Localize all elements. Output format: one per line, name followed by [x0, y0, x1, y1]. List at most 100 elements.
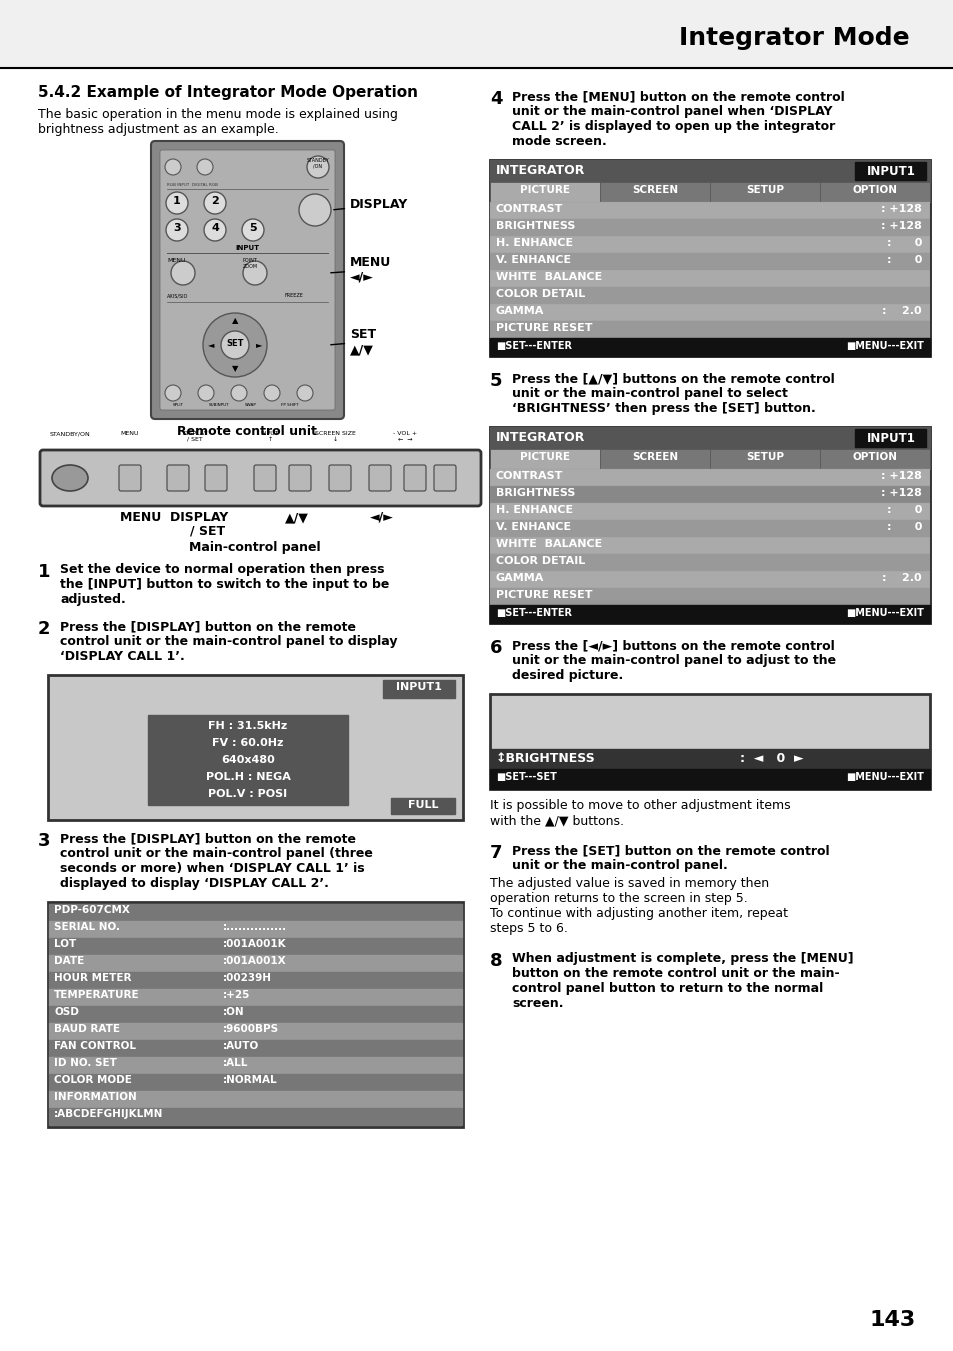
Text: PICTURE RESET: PICTURE RESET	[496, 323, 592, 332]
Circle shape	[165, 159, 181, 176]
Text: 143: 143	[869, 1310, 915, 1329]
Text: control unit or the main-control panel (three: control unit or the main-control panel (…	[60, 847, 373, 861]
Circle shape	[165, 385, 181, 401]
Text: :001A001K: :001A001K	[223, 939, 286, 948]
Text: ■SET---SET: ■SET---SET	[496, 771, 557, 782]
Text: AXIS/SIO: AXIS/SIO	[167, 293, 188, 299]
Bar	[490, 469, 929, 486]
Text: SET: SET	[226, 339, 244, 349]
FancyBboxPatch shape	[119, 465, 141, 490]
Text: POL.H : NEGA: POL.H : NEGA	[205, 771, 290, 782]
Text: SCREEN: SCREEN	[631, 453, 678, 462]
Text: ◄: ◄	[208, 340, 214, 349]
Text: ‘DISPLAY CALL 1’.: ‘DISPLAY CALL 1’.	[60, 650, 185, 663]
Bar	[490, 322, 929, 338]
Text: To continue with adjusting another item, repeat: To continue with adjusting another item,…	[490, 907, 787, 920]
Bar	[48, 676, 462, 820]
Text: ▲: ▲	[232, 316, 238, 326]
Text: MENU
◄/►: MENU ◄/►	[331, 255, 391, 284]
Text: V. ENHANCE: V. ENHANCE	[496, 255, 571, 265]
Text: 3: 3	[38, 832, 51, 850]
Text: COLOR MODE: COLOR MODE	[54, 1075, 132, 1085]
Circle shape	[198, 385, 213, 401]
Text: PICTURE: PICTURE	[519, 185, 569, 195]
Bar	[490, 427, 929, 449]
Circle shape	[203, 313, 267, 377]
Bar	[49, 1108, 461, 1125]
Text: brightness adjustment as an example.: brightness adjustment as an example.	[38, 123, 278, 136]
Bar	[709, 182, 820, 203]
Text: seconds or more) when ‘DISPLAY CALL 1’ is: seconds or more) when ‘DISPLAY CALL 1’ i…	[60, 862, 364, 875]
Text: PICTURE: PICTURE	[519, 453, 569, 462]
Text: unit or the main-control panel to adjust to the: unit or the main-control panel to adjust…	[512, 654, 835, 667]
Bar	[490, 588, 929, 605]
Circle shape	[166, 219, 188, 240]
Text: :ON: :ON	[223, 1006, 244, 1017]
Circle shape	[171, 261, 194, 285]
Text: CALL 2’ is displayed to open up the integrator: CALL 2’ is displayed to open up the inte…	[512, 120, 835, 132]
Text: :  ◄   0  ►: : ◄ 0 ►	[740, 753, 802, 765]
Text: desired picture.: desired picture.	[512, 669, 622, 682]
Text: 6: 6	[490, 639, 502, 657]
Text: Press the [▲/▼] buttons on the remote control: Press the [▲/▼] buttons on the remote co…	[512, 372, 834, 385]
Text: control unit or the main-control panel to display: control unit or the main-control panel t…	[60, 635, 397, 648]
Bar	[490, 605, 929, 623]
Text: SCREEN SIZE
↓: SCREEN SIZE ↓	[314, 431, 355, 442]
Bar	[391, 798, 455, 815]
Text: BRIGHTNESS: BRIGHTNESS	[496, 222, 575, 231]
Bar	[490, 304, 929, 322]
Text: COLOR DETAIL: COLOR DETAIL	[496, 557, 584, 566]
Text: INFORMATION: INFORMATION	[54, 1092, 136, 1102]
Text: :    2.0: : 2.0	[882, 573, 921, 584]
Bar	[490, 286, 929, 304]
Bar	[854, 430, 925, 447]
Text: INPUT1: INPUT1	[865, 432, 915, 444]
Text: Press the [SET] button on the remote control: Press the [SET] button on the remote con…	[512, 844, 829, 857]
FancyBboxPatch shape	[289, 465, 311, 490]
Text: H. ENHANCE: H. ENHANCE	[496, 238, 573, 249]
Text: BRIGHTNESS: BRIGHTNESS	[496, 488, 575, 499]
Text: ▲/▼: ▲/▼	[285, 511, 309, 524]
Text: DISPLAY: DISPLAY	[334, 199, 408, 212]
Bar	[709, 449, 820, 469]
Bar	[490, 203, 929, 219]
Text: Press the [DISPLAY] button on the remote: Press the [DISPLAY] button on the remote	[60, 832, 355, 844]
Bar	[49, 1056, 461, 1074]
Text: ■SET---ENTER: ■SET---ENTER	[496, 340, 572, 351]
Text: 640x480: 640x480	[221, 755, 274, 765]
Text: : +128: : +128	[881, 204, 921, 213]
Circle shape	[231, 385, 247, 401]
Text: OSD: OSD	[54, 1006, 79, 1017]
Circle shape	[196, 159, 213, 176]
Text: adjusted.: adjusted.	[60, 593, 126, 607]
Bar	[490, 536, 929, 554]
Text: STANDBY
/ON: STANDBY /ON	[306, 158, 329, 169]
Text: CONTRAST: CONTRAST	[496, 471, 563, 481]
Bar	[490, 427, 929, 623]
Circle shape	[242, 219, 264, 240]
Text: Press the [MENU] button on the remote control: Press the [MENU] button on the remote co…	[512, 91, 843, 103]
Text: SET
▲/▼: SET ▲/▼	[331, 328, 375, 357]
Text: INTEGRATOR: INTEGRATOR	[496, 431, 585, 444]
Text: :00239H: :00239H	[223, 973, 272, 984]
Text: SPLIT: SPLIT	[172, 403, 184, 407]
Text: 8: 8	[490, 952, 502, 970]
Text: steps 5 to 6.: steps 5 to 6.	[490, 921, 567, 935]
Text: DISPLAY
/ SET: DISPLAY / SET	[182, 431, 208, 442]
Text: RGB INPUT  DIGITAL RGB: RGB INPUT DIGITAL RGB	[167, 182, 218, 186]
Bar	[49, 955, 461, 971]
Text: 2: 2	[211, 196, 218, 205]
Text: COLOR DETAIL: COLOR DETAIL	[496, 289, 584, 299]
Bar	[0, 0, 953, 68]
Text: Press the [DISPLAY] button on the remote: Press the [DISPLAY] button on the remote	[60, 620, 355, 634]
Text: ■MENU---EXIT: ■MENU---EXIT	[845, 340, 923, 351]
Bar	[490, 769, 929, 789]
Text: SCREEN: SCREEN	[631, 185, 678, 195]
Bar	[490, 571, 929, 588]
Text: ↕BRIGHTNESS: ↕BRIGHTNESS	[496, 753, 595, 765]
Text: :      0: : 0	[885, 255, 921, 265]
Circle shape	[221, 331, 249, 359]
Text: MENU: MENU	[167, 258, 185, 263]
Bar	[490, 159, 929, 182]
Bar	[49, 904, 461, 921]
